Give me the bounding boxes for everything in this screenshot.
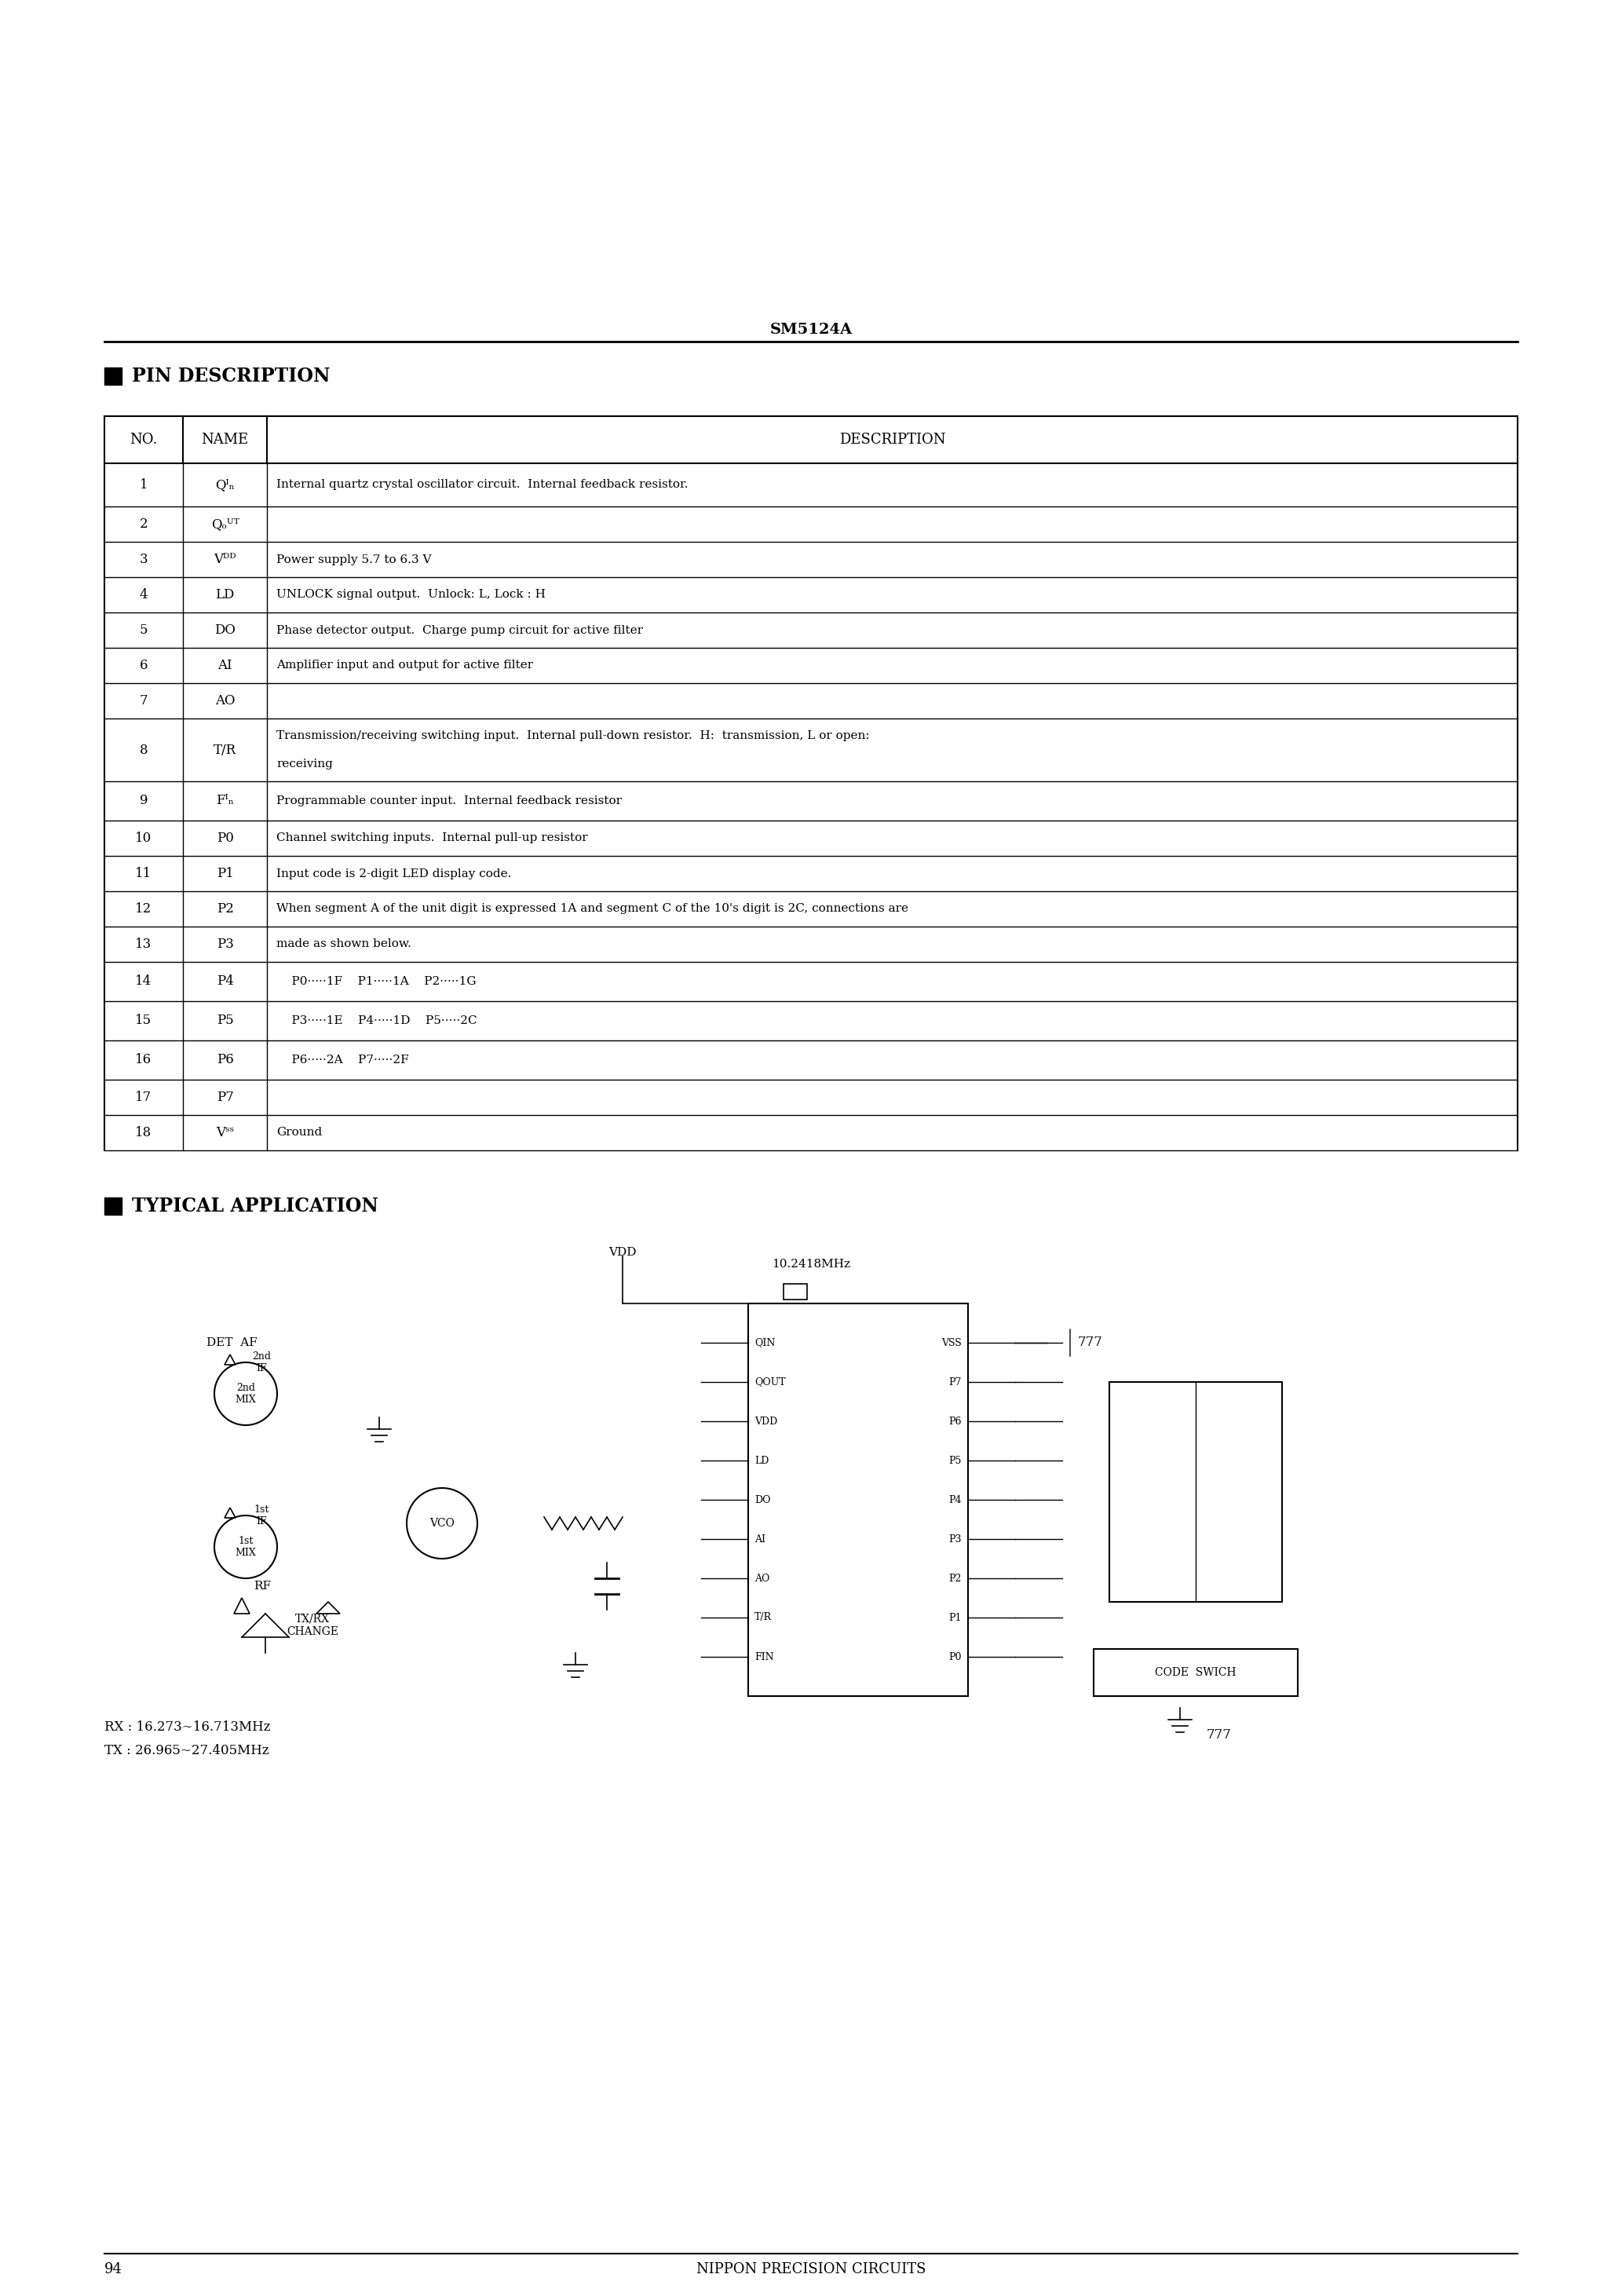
- Text: TX/RX
CHANGE: TX/RX CHANGE: [287, 1614, 339, 1637]
- Text: DESCRIPTION: DESCRIPTION: [839, 432, 946, 448]
- Text: P6: P6: [949, 1417, 962, 1426]
- Text: P2: P2: [949, 1573, 962, 1584]
- Text: RF: RF: [253, 1580, 271, 1591]
- Text: QIN: QIN: [754, 1339, 775, 1348]
- Text: P3: P3: [949, 1534, 962, 1545]
- Text: When segment A of the unit digit is expressed 1A and segment C of the 10's digit: When segment A of the unit digit is expr…: [276, 902, 908, 914]
- Text: 777: 777: [1207, 1729, 1231, 1743]
- Text: Ground: Ground: [276, 1127, 323, 1139]
- Text: 5: 5: [139, 625, 148, 636]
- Text: Qᴵₙ: Qᴵₙ: [216, 478, 235, 491]
- Text: PIN DESCRIPTION: PIN DESCRIPTION: [131, 367, 331, 386]
- Text: CODE  SWICH: CODE SWICH: [1155, 1667, 1236, 1678]
- Text: 1: 1: [139, 478, 148, 491]
- Text: T/R: T/R: [754, 1612, 772, 1623]
- Text: QOUT: QOUT: [754, 1378, 785, 1387]
- Text: VDD: VDD: [608, 1247, 636, 1258]
- Text: VDD: VDD: [754, 1417, 777, 1426]
- Text: DO: DO: [214, 625, 235, 636]
- Bar: [783, 1283, 808, 1300]
- Text: receiving: receiving: [276, 758, 333, 769]
- Text: P7: P7: [949, 1378, 962, 1387]
- Text: P3·····1E    P4·····1D    P5·····2C: P3·····1E P4·····1D P5·····2C: [276, 1015, 477, 1026]
- Text: P7: P7: [216, 1091, 234, 1104]
- Text: UNLOCK signal output.  Unlock: L, Lock : H: UNLOCK signal output. Unlock: L, Lock : …: [276, 590, 545, 599]
- Text: P0: P0: [949, 1651, 962, 1662]
- Text: 12: 12: [135, 902, 152, 916]
- Text: 3: 3: [139, 553, 148, 567]
- Text: 94: 94: [104, 2262, 122, 2275]
- Text: 4: 4: [139, 588, 148, 602]
- Text: AO: AO: [216, 693, 235, 707]
- Text: 1st
MIX: 1st MIX: [235, 1536, 256, 1559]
- Text: AO: AO: [754, 1573, 770, 1584]
- Text: VCO: VCO: [430, 1518, 454, 1529]
- Text: TX : 26.965~27.405MHz: TX : 26.965~27.405MHz: [104, 1745, 269, 1759]
- Text: AI: AI: [217, 659, 232, 673]
- Text: 16: 16: [135, 1054, 152, 1068]
- Text: Qₒᵁᵀ: Qₒᵁᵀ: [211, 517, 238, 530]
- Text: made as shown below.: made as shown below.: [276, 939, 412, 951]
- Text: LD: LD: [216, 588, 235, 602]
- Text: 7: 7: [139, 693, 148, 707]
- Text: Power supply 5.7 to 6.3 V: Power supply 5.7 to 6.3 V: [276, 553, 431, 565]
- Text: Transmission/receiving switching input.  Internal pull-down resistor.  H:  trans: Transmission/receiving switching input. …: [276, 730, 869, 742]
- Text: 1st
IF: 1st IF: [253, 1504, 269, 1527]
- Text: P6·····2A    P7·····2F: P6·····2A P7·····2F: [276, 1054, 409, 1065]
- Text: Channel switching inputs.  Internal pull-up resistor: Channel switching inputs. Internal pull-…: [276, 833, 587, 843]
- Text: Internal quartz crystal oscillator circuit.  Internal feedback resistor.: Internal quartz crystal oscillator circu…: [276, 480, 688, 491]
- Text: 2nd
MIX: 2nd MIX: [235, 1382, 256, 1405]
- Text: P5: P5: [216, 1015, 234, 1029]
- Text: Vˢˢ: Vˢˢ: [216, 1125, 234, 1139]
- Text: Phase detector output.  Charge pump circuit for active filter: Phase detector output. Charge pump circu…: [276, 625, 642, 636]
- Text: P1: P1: [949, 1612, 962, 1623]
- Text: Programmable counter input.  Internal feedback resistor: Programmable counter input. Internal fee…: [276, 794, 621, 806]
- Text: P5: P5: [949, 1456, 962, 1465]
- Text: 9: 9: [139, 794, 148, 808]
- Text: P2: P2: [216, 902, 234, 916]
- Text: Input code is 2-digit LED display code.: Input code is 2-digit LED display code.: [276, 868, 511, 879]
- Text: 13: 13: [135, 937, 152, 951]
- Text: 15: 15: [135, 1015, 152, 1029]
- Bar: [104, 1199, 122, 1215]
- Text: SM5124A: SM5124A: [770, 324, 852, 338]
- Text: Vᴰᴰ: Vᴰᴰ: [214, 553, 237, 567]
- Text: VSS: VSS: [941, 1339, 962, 1348]
- Text: 2nd
IF: 2nd IF: [251, 1352, 271, 1373]
- Text: Fᴵₙ: Fᴵₙ: [216, 794, 234, 808]
- Text: AI: AI: [754, 1534, 766, 1545]
- Text: P4: P4: [949, 1495, 962, 1504]
- Text: P3: P3: [216, 937, 234, 951]
- Text: 11: 11: [135, 868, 152, 879]
- Text: 14: 14: [135, 976, 152, 987]
- Text: NO.: NO.: [130, 432, 157, 448]
- Text: 2: 2: [139, 517, 148, 530]
- Text: NIPPON PRECISION CIRCUITS: NIPPON PRECISION CIRCUITS: [696, 2262, 926, 2275]
- Text: RX : 16.273~16.713MHz: RX : 16.273~16.713MHz: [104, 1720, 271, 1733]
- Text: P4: P4: [216, 976, 234, 987]
- Text: P1: P1: [216, 868, 234, 879]
- Text: P6: P6: [216, 1054, 234, 1068]
- Bar: [1109, 1382, 1281, 1603]
- Text: Amplifier input and output for active filter: Amplifier input and output for active fi…: [276, 659, 534, 670]
- Text: 17: 17: [135, 1091, 152, 1104]
- Text: 10: 10: [135, 831, 152, 845]
- Text: 777: 777: [1079, 1336, 1103, 1350]
- Text: 8: 8: [139, 744, 148, 758]
- Text: P0: P0: [216, 831, 234, 845]
- Text: DO: DO: [754, 1495, 770, 1504]
- Bar: [1093, 1649, 1298, 1697]
- Text: LD: LD: [754, 1456, 769, 1465]
- Text: P0·····1F    P1·····1A    P2·····1G: P0·····1F P1·····1A P2·····1G: [276, 976, 477, 987]
- Text: DET  AF: DET AF: [206, 1336, 258, 1348]
- Bar: [748, 1304, 968, 1697]
- Bar: [104, 367, 122, 386]
- Text: T/R: T/R: [214, 744, 237, 758]
- Text: 6: 6: [139, 659, 148, 673]
- Text: FIN: FIN: [754, 1651, 774, 1662]
- Text: 18: 18: [135, 1125, 152, 1139]
- Text: 10.2418MHz: 10.2418MHz: [772, 1258, 850, 1270]
- Text: NAME: NAME: [201, 432, 248, 448]
- Text: TYPICAL APPLICATION: TYPICAL APPLICATION: [131, 1196, 378, 1215]
